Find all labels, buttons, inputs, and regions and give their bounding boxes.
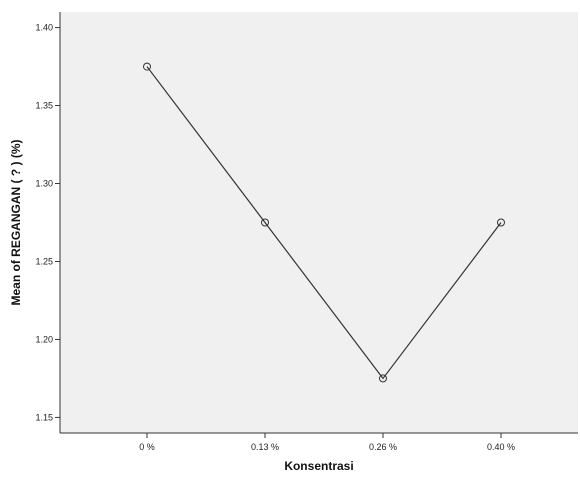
x-tick-label: 0 % <box>139 442 155 452</box>
y-axis-title: Mean of REGANGAN ( ? ) (%) <box>9 140 23 306</box>
x-tick-label: 0.26 % <box>369 442 397 452</box>
series-line <box>146 66 502 380</box>
y-tick-label: 1.20 <box>35 334 53 344</box>
y-tick-label: 1.30 <box>35 179 53 189</box>
x-axis-ticks: 0 % 0.13 % 0.26 % 0.40 % <box>139 433 515 452</box>
y-tick-label: 1.35 <box>35 101 53 111</box>
plot-area <box>60 12 578 433</box>
y-axis-ticks: 1.15 1.20 1.25 1.30 1.35 1.40 <box>35 23 60 422</box>
data-markers <box>143 62 505 383</box>
x-axis-title: Konsentrasi <box>284 459 353 473</box>
data-point <box>261 218 269 227</box>
data-point <box>497 218 505 227</box>
y-tick-label: 1.25 <box>35 256 53 266</box>
x-tick-label: 0.13 % <box>251 442 279 452</box>
y-tick-label: 1.15 <box>35 412 53 422</box>
y-tick-label: 1.40 <box>35 23 53 33</box>
x-tick-label: 0.40 % <box>487 442 515 452</box>
data-point <box>143 62 151 71</box>
data-point <box>379 374 387 383</box>
